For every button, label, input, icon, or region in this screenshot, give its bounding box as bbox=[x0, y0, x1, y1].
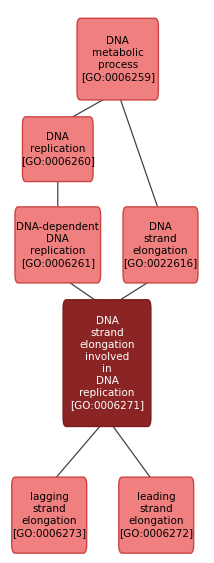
Text: DNA
metabolic
process
[GO:0006259]: DNA metabolic process [GO:0006259] bbox=[81, 36, 155, 82]
FancyBboxPatch shape bbox=[12, 477, 87, 553]
Text: leading
strand
elongation
[GO:0006272]: leading strand elongation [GO:0006272] bbox=[119, 492, 193, 538]
Text: DNA
replication
[GO:0006260]: DNA replication [GO:0006260] bbox=[21, 132, 95, 166]
FancyBboxPatch shape bbox=[119, 477, 194, 553]
Text: DNA
strand
elongation
[GO:0022616]: DNA strand elongation [GO:0022616] bbox=[123, 222, 198, 268]
FancyBboxPatch shape bbox=[15, 207, 101, 283]
Text: DNA
strand
elongation
involved
in
DNA
replication
[GO:0006271]: DNA strand elongation involved in DNA re… bbox=[70, 316, 144, 410]
FancyBboxPatch shape bbox=[22, 117, 93, 181]
FancyBboxPatch shape bbox=[63, 300, 151, 427]
FancyBboxPatch shape bbox=[77, 18, 158, 100]
Text: lagging
strand
elongation
[GO:0006273]: lagging strand elongation [GO:0006273] bbox=[12, 492, 86, 538]
Text: DNA-dependent
DNA
replication
[GO:0006261]: DNA-dependent DNA replication [GO:000626… bbox=[16, 222, 99, 268]
FancyBboxPatch shape bbox=[123, 207, 198, 283]
